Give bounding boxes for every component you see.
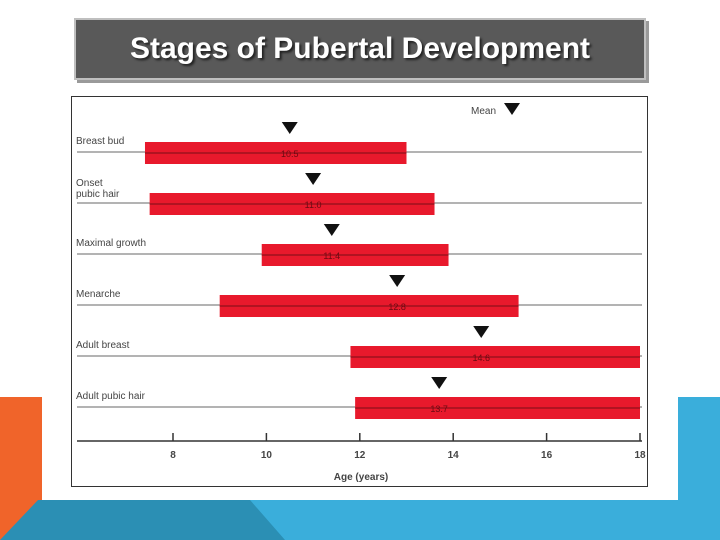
x-axis-tick-label: 8 [170,450,176,461]
decor-bottom-right-band [250,500,720,540]
mean-value-label: 10.5 [281,149,299,159]
decor-bottom-left-band [0,500,290,540]
slide-title: Stages of Pubertal Development [129,32,591,65]
mean-value-label: 14.6 [472,353,490,363]
mean-marker-icon [389,275,406,287]
mean-legend-label: Mean [471,106,496,117]
mean-value-label: 11.0 [305,200,322,210]
mean-value-label: 12.8 [388,302,406,312]
mean-marker-icon [431,377,448,389]
category-label: Maximal growth [76,238,146,249]
category-label: pubic hair [76,189,120,200]
category-label: Adult breast [76,340,130,351]
mean-marker-icon [305,173,322,185]
mean-legend-marker-icon [504,103,520,115]
mean-value-label: 13.7 [430,404,448,414]
category-label: Adult pubic hair [76,391,146,402]
category-label: Menarche [76,289,121,300]
x-axis-tick-label: 18 [634,450,646,461]
category-label: Breast bud [76,136,124,147]
x-axis-tick-label: 10 [261,450,273,461]
category-label: Onset [76,178,103,189]
x-axis-tick-label: 12 [354,450,366,461]
x-axis-tick-label: 16 [541,450,553,461]
slide-title-box: Stages of Pubertal Development [74,18,646,80]
mean-marker-icon [281,122,298,134]
chart-frame: Mean Breast bud 10.5 Onset pubic hair 11.0 Max… [71,96,648,487]
mean-value-label: 11.4 [323,251,340,261]
mean-marker-icon [323,224,340,236]
x-axis-tick-label: 14 [448,450,460,461]
mean-marker-icon [473,326,490,338]
x-axis-title: Age (years) [334,472,388,483]
